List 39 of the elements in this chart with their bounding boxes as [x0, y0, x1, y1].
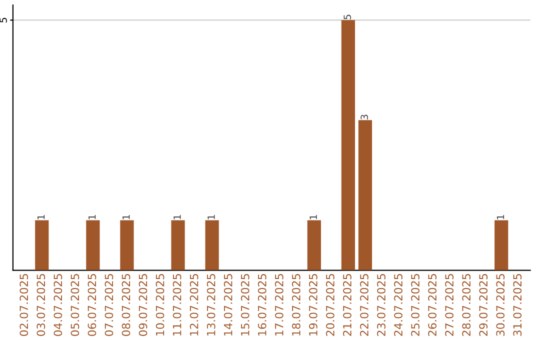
data-label: 1: [122, 214, 130, 220]
x-tick-label: 26.07.2025: [428, 274, 437, 336]
data-label: 5: [344, 14, 352, 20]
x-tick-label: 19.07.2025: [308, 274, 318, 336]
x-tick-label: 22.07.2025: [360, 274, 368, 336]
x-tick-label: 09.07.2025: [138, 274, 148, 336]
x-tick-label: 29.07.2025: [479, 274, 488, 336]
x-tick-label: 07.07.2025: [104, 274, 114, 336]
data-label: 1: [37, 214, 45, 220]
x-tick-label: 21.07.2025: [343, 274, 352, 336]
x-tick-label: 24.07.2025: [394, 274, 402, 336]
x-tick-label: 10.07.2025: [156, 274, 164, 336]
x-tick-label: 12.07.2025: [190, 274, 198, 336]
x-tick-label: 20.07.2025: [326, 274, 334, 336]
x-tick-label: 31.07.2025: [513, 274, 522, 336]
data-label: 1: [310, 214, 317, 220]
x-tick-label: 05.07.2025: [70, 274, 80, 336]
x-tick-label: 28.07.2025: [462, 274, 471, 336]
x-tick-label: 08.07.2025: [122, 274, 130, 336]
data-label: 3: [360, 114, 368, 120]
x-tick-label: 18.07.2025: [292, 274, 300, 336]
x-tick-label: 11.07.2025: [172, 274, 182, 336]
x-tick-label: 04.07.2025: [54, 274, 62, 336]
x-tick-label: 15.07.2025: [240, 274, 250, 336]
data-label: 1: [174, 214, 181, 220]
x-tick-label: 30.07.2025: [496, 274, 505, 336]
data-label: 1: [208, 214, 215, 220]
x-tick-label: 14.07.2025: [224, 274, 232, 336]
data-label: 1: [496, 214, 504, 220]
data-label: 1: [88, 214, 96, 220]
x-tick-label: 03.07.2025: [36, 274, 46, 336]
x-tick-label: 02.07.2025: [20, 274, 28, 336]
x-tick-label: 23.07.2025: [377, 274, 386, 336]
x-tick-label: 25.07.2025: [411, 274, 420, 336]
x-tick-label: 06.07.2025: [88, 274, 96, 336]
x-tick-label: 13.07.2025: [206, 274, 216, 336]
x-tick-label: 16.07.2025: [258, 274, 266, 336]
x-tick-label: 27.07.2025: [445, 274, 454, 336]
x-tick-label: 17.07.2025: [274, 274, 284, 336]
